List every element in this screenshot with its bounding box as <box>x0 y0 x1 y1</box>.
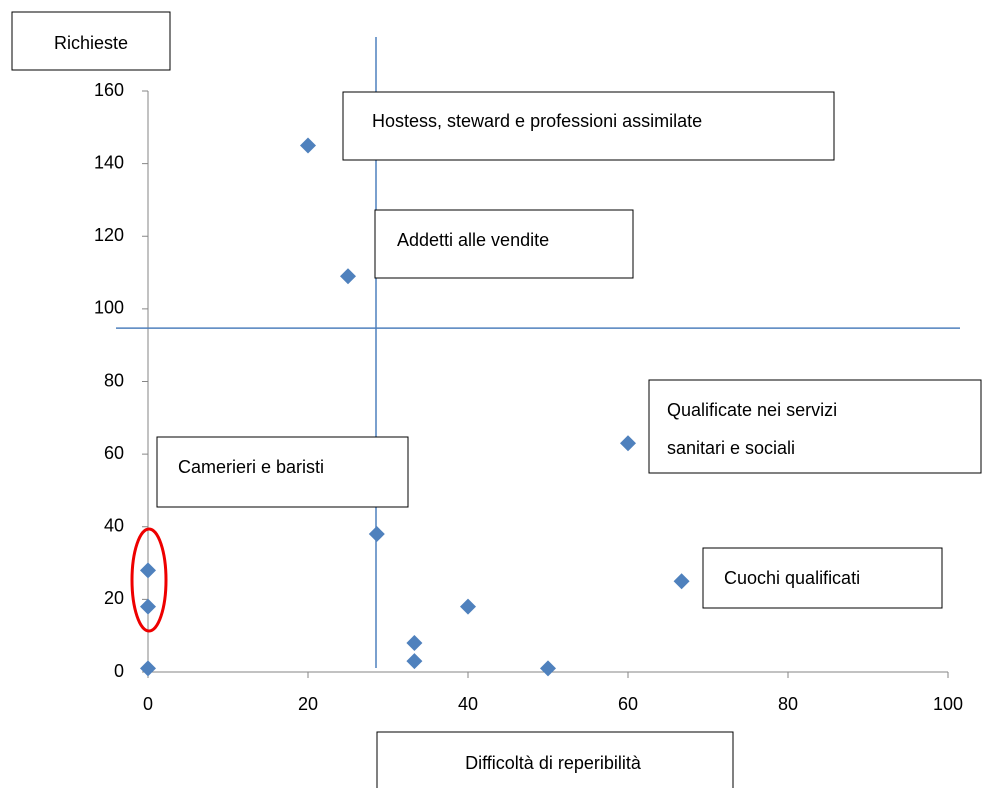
annotation-box <box>342 91 835 161</box>
point <box>406 634 423 651</box>
point <box>460 598 476 615</box>
annotation-text: Camerieri e baristi <box>178 457 324 477</box>
point <box>340 268 356 285</box>
y-tick-label: 40 <box>104 516 124 536</box>
x-label-box <box>376 731 734 788</box>
annotation-text: sanitari e sociali <box>667 438 795 458</box>
x-axis-label: Difficoltà di reperibilità <box>465 753 642 773</box>
point <box>368 526 385 543</box>
point <box>540 660 556 677</box>
y-tick-label: 140 <box>94 152 124 172</box>
point <box>140 562 156 579</box>
y-tick-label: 60 <box>104 443 124 463</box>
y-axis-label: Richieste <box>54 33 128 53</box>
annotation-box <box>648 379 982 474</box>
highlight-ellipse <box>130 527 168 633</box>
x-tick-label: 0 <box>143 694 153 714</box>
annotation-box <box>374 209 634 279</box>
point <box>300 137 316 154</box>
annotation-text: Hostess, steward e professioni assimilat… <box>372 111 702 131</box>
x-tick-label: 40 <box>458 694 478 714</box>
y-tick-label: 0 <box>114 661 124 681</box>
annotation-box <box>702 547 943 609</box>
x-tick-label: 80 <box>778 694 798 714</box>
annotation-box <box>156 436 409 508</box>
point <box>140 660 156 677</box>
annotation-text: Addetti alle vendite <box>397 230 549 250</box>
y-tick-label: 80 <box>104 370 124 390</box>
y-tick-label: 20 <box>104 588 124 608</box>
x-tick-label: 100 <box>933 694 963 714</box>
annotation-text: Cuochi qualificati <box>724 568 860 588</box>
point <box>406 653 423 670</box>
x-tick-label: 20 <box>298 694 318 714</box>
x-tick-label: 60 <box>618 694 638 714</box>
annotation-text: Qualificate nei servizi <box>667 400 837 420</box>
y-tick-label: 160 <box>94 80 124 100</box>
y-tick-label: 100 <box>94 298 124 318</box>
point <box>140 598 156 615</box>
point <box>620 435 636 452</box>
y-tick-label: 120 <box>94 225 124 245</box>
point <box>673 573 690 590</box>
y-label-box <box>11 11 171 71</box>
